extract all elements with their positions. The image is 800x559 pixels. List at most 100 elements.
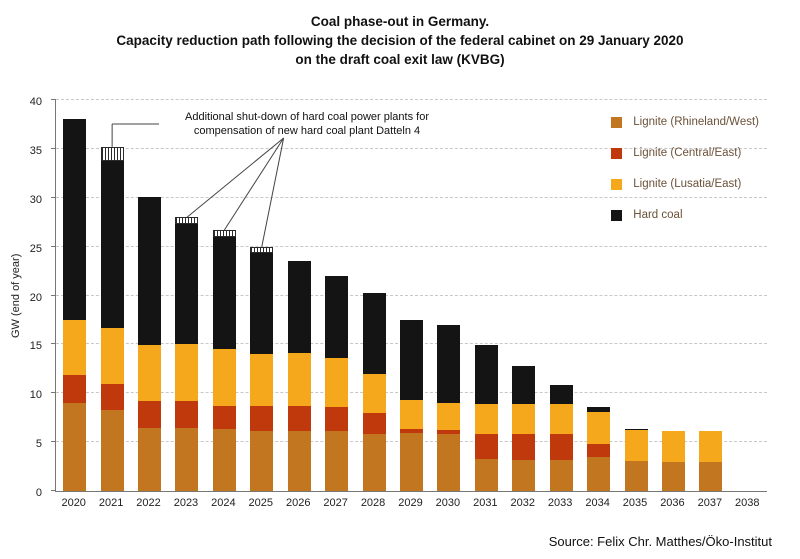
- legend-item: Lignite (Lusatia/East): [611, 178, 759, 190]
- bar-segment: [474, 345, 498, 405]
- bar-segment: [212, 236, 236, 350]
- bar-segment: [512, 459, 536, 491]
- bar-segment: [474, 458, 498, 491]
- legend-label: Lignite (Lusatia/East): [633, 178, 742, 190]
- x-tick-label: 2035: [622, 497, 648, 509]
- bar-segment: [587, 444, 611, 457]
- y-tick-mark: [51, 99, 56, 100]
- annotation-datteln4: Additional shut-down of hard coal power …: [161, 110, 453, 138]
- bar-segment: [437, 430, 461, 435]
- x-tick-label: 2033: [547, 497, 573, 509]
- x-tick-label: 2024: [211, 497, 236, 509]
- bar-segment: [287, 405, 311, 432]
- bar-segment: [549, 434, 573, 460]
- y-tick-mark: [51, 343, 56, 345]
- chart-title-line2: Capacity reduction path following the de…: [116, 33, 684, 48]
- y-tick-mark: [51, 196, 56, 198]
- bar-segment: [175, 428, 199, 491]
- bar-segment: [325, 431, 349, 491]
- y-tick-label: 5: [35, 438, 42, 451]
- gridline: [56, 196, 767, 198]
- y-tick-label: 10: [29, 389, 42, 402]
- bar-segment: [362, 412, 386, 435]
- bar-segment: [287, 261, 311, 354]
- y-tick-mark: [51, 245, 56, 247]
- legend-item: Lignite (Rhineland/West): [611, 116, 759, 128]
- legend-label: Hard coal: [633, 209, 683, 221]
- y-axis-tick-labels: 0 5 10 15 20 25 30 35 40: [0, 96, 48, 499]
- y-tick-mark: [51, 294, 56, 296]
- legend-swatch: [611, 178, 623, 190]
- legend-swatch: [611, 116, 623, 128]
- chart-title-line3: on the draft coal exit law (KVBG): [295, 52, 505, 67]
- bar-segment: [212, 349, 236, 406]
- y-tick-mark: [51, 392, 56, 394]
- bar-segment: [138, 428, 162, 491]
- y-tick-label: 25: [29, 242, 42, 255]
- bar-segment: [512, 365, 536, 405]
- bar-segment: [549, 385, 573, 405]
- x-tick-label: 2032: [510, 497, 535, 509]
- bar-segment: [624, 429, 648, 431]
- legend-swatch: [611, 209, 623, 221]
- bar-segment: [250, 354, 274, 406]
- x-tick-label: 2020: [61, 497, 86, 509]
- y-tick-label: 15: [29, 340, 42, 353]
- x-tick-label: 2030: [435, 497, 461, 509]
- gridline: [56, 245, 767, 247]
- bar-segment: [699, 431, 723, 462]
- bar-segment: [250, 252, 274, 355]
- bar-segment: [325, 275, 349, 359]
- bar-segment: [212, 405, 236, 430]
- chart-title: Coal phase-out in Germany. Capacity redu…: [0, 0, 800, 69]
- y-tick-label: 35: [29, 144, 42, 157]
- bar-segment: [624, 430, 648, 461]
- annotation-line2: compensation of new hard coal plant Datt…: [193, 125, 421, 137]
- bar-segment: [474, 404, 498, 435]
- bar-segment: [138, 345, 162, 402]
- legend-label: Lignite (Rhineland/West): [633, 116, 759, 128]
- bar-segment: [362, 434, 386, 491]
- bar-segment: [400, 319, 423, 401]
- x-tick-label: 2021: [98, 497, 124, 509]
- bar-segment: [250, 405, 274, 432]
- x-tick-label: 2025: [248, 497, 274, 509]
- x-axis-tick-labels: 2020 2021 2022 2023 2024 2025 2026 2027 2028 2029…: [55, 497, 767, 513]
- bar-segment: [400, 433, 423, 491]
- x-tick-label: 2031: [473, 497, 498, 509]
- legend: Lignite (Rhineland/West) Lignite (Central…: [611, 116, 759, 240]
- bar-segment: [138, 401, 162, 429]
- bar-segment: [437, 324, 461, 404]
- bar-segment: [100, 327, 124, 385]
- x-tick-label: 2036: [660, 497, 685, 509]
- y-tick-label: 30: [29, 193, 42, 206]
- legend-swatch: [611, 147, 623, 159]
- bar-segment: [437, 434, 461, 491]
- bar-segment: [212, 429, 236, 491]
- legend-item: Hard coal: [611, 209, 759, 221]
- bar-segment: [474, 434, 498, 459]
- bar-segment: [175, 344, 199, 402]
- bar-segment: [362, 373, 386, 413]
- bar-segment: [250, 431, 274, 491]
- legend-label: Lignite (Central/East): [633, 147, 742, 159]
- bar-segment: [175, 401, 199, 429]
- x-tick-label: 2034: [585, 497, 610, 509]
- bar-segment: [325, 358, 349, 407]
- y-tick-label: 0: [35, 487, 42, 499]
- bar-segment: [287, 353, 311, 406]
- bar-segment: [100, 160, 124, 328]
- annotation-line1: Additional shut-down of hard coal power …: [185, 111, 429, 123]
- x-tick-label: 2026: [285, 497, 311, 509]
- bar-segment: [437, 403, 461, 431]
- gridline: [56, 147, 767, 149]
- legend-item: Lignite (Central/East): [611, 147, 759, 159]
- bar-segment: [287, 431, 311, 491]
- chart-title-line1: Coal phase-out in Germany.: [310, 14, 490, 29]
- bar-segment: [63, 118, 87, 320]
- x-tick-label: 2029: [398, 497, 423, 509]
- gridline: [56, 99, 767, 100]
- bar-segment: [138, 196, 162, 346]
- y-tick-mark: [51, 441, 56, 443]
